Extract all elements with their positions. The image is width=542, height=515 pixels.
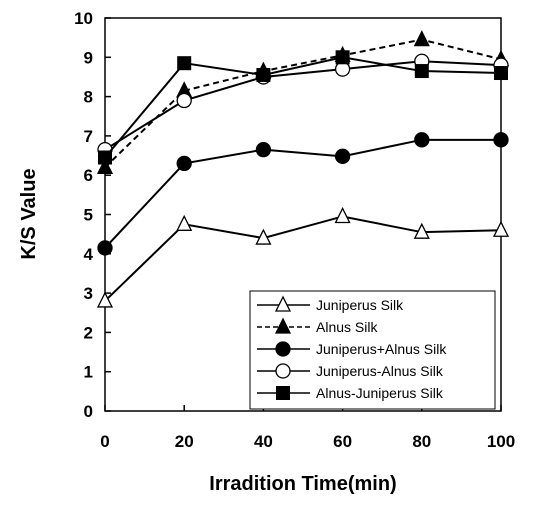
y-tick-label: 6 (84, 166, 93, 185)
x-tick-label: 100 (487, 432, 515, 451)
data-point (176, 155, 192, 172)
data-point (414, 64, 429, 79)
y-tick-label: 8 (84, 88, 93, 107)
data-point (494, 66, 508, 81)
y-tick-label: 7 (84, 127, 93, 146)
legend-label: Juniperus+Alnus Silk (316, 341, 447, 357)
data-point (96, 291, 114, 308)
series-line (104, 60, 502, 151)
legend-label: Juniperus Silk (316, 297, 404, 313)
x-tick-label: 80 (412, 432, 431, 451)
data-point (414, 132, 430, 148)
legend-marker (274, 317, 292, 334)
y-axis-title: K/S Value (18, 168, 40, 259)
series-line (104, 215, 502, 302)
data-point (98, 150, 112, 165)
data-point (334, 207, 351, 224)
series-3 (97, 53, 509, 158)
y-tick-label: 5 (84, 206, 93, 225)
series-0 (96, 207, 510, 308)
y-tick-label: 9 (84, 48, 93, 67)
legend-box (249, 290, 496, 410)
x-tick-label: 40 (254, 432, 273, 451)
data-point (177, 56, 192, 71)
y-tick-label: 3 (84, 284, 93, 303)
legend-label: Alnus-Juniperus Silk (316, 385, 444, 401)
y-tick-label: 0 (84, 402, 93, 421)
legend: Juniperus Silk Alnus Silk Juniperus+Alnus … (249, 290, 496, 410)
series-4 (98, 50, 508, 165)
y-tick-label: 2 (84, 323, 93, 342)
legend-label: Alnus Silk (316, 319, 378, 335)
data-point (413, 222, 430, 239)
x-axis: 0 20 40 60 80 100 (100, 405, 515, 451)
legend-marker (274, 295, 292, 312)
x-tick-label: 20 (175, 432, 194, 451)
series-layer (96, 30, 510, 308)
y-tick-label: 10 (74, 9, 93, 28)
data-point (176, 92, 192, 109)
data-point (255, 228, 272, 245)
legend-marker (275, 363, 291, 379)
data-point (493, 132, 509, 148)
y-tick-label: 1 (84, 363, 93, 382)
data-point (492, 220, 510, 237)
y-tick-label: 4 (84, 245, 94, 264)
legend-marker (276, 386, 290, 400)
legend-label: Juniperus-Alnus Silk (316, 363, 444, 379)
data-point (256, 67, 271, 82)
series-line (104, 56, 502, 159)
data-point (97, 240, 113, 256)
x-axis-title: Irradition Time(min) (209, 473, 396, 495)
series-2 (97, 132, 509, 256)
x-tick-label: 60 (333, 432, 352, 451)
x-tick-label: 0 (100, 432, 109, 451)
data-point (413, 30, 430, 47)
y-axis: 0 1 2 3 4 5 6 7 8 9 10 (74, 9, 111, 421)
data-point (334, 148, 351, 164)
data-point (96, 157, 114, 174)
series-line (104, 138, 501, 249)
data-point (255, 142, 272, 158)
legend-marker (275, 341, 291, 357)
data-point (335, 50, 350, 65)
series-line (104, 38, 502, 169)
data-point (176, 214, 193, 231)
